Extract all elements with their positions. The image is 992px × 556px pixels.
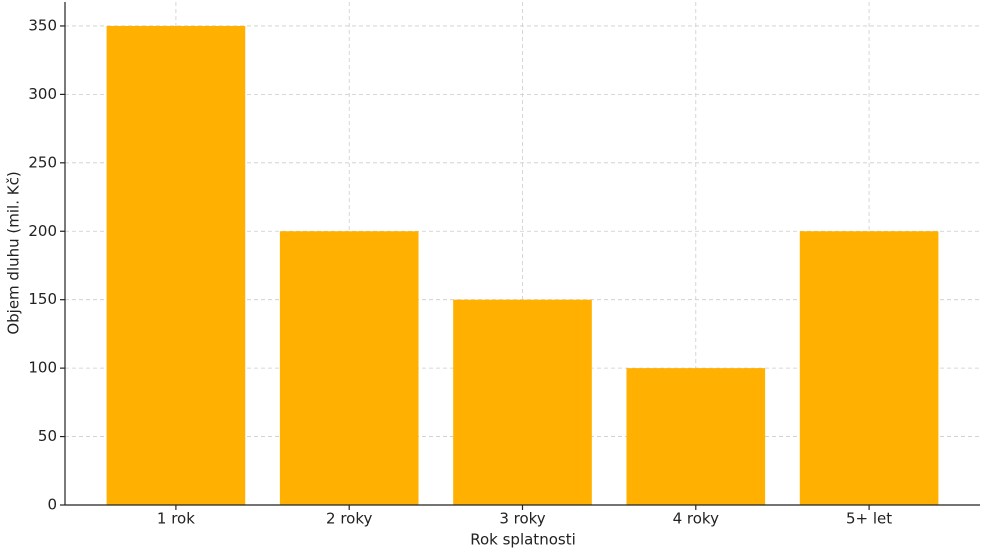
y-tick-label: 50 [38, 427, 57, 445]
bar [626, 368, 766, 505]
bar [799, 231, 939, 506]
y-tick-label: 200 [28, 222, 57, 240]
x-tick-label: 5+ let [846, 510, 892, 528]
y-tick-label: 100 [28, 359, 57, 377]
x-tick-label: 4 roky [673, 510, 719, 528]
y-tick-label: 150 [28, 290, 57, 308]
x-tick-label: 2 roky [326, 510, 372, 528]
bar [279, 231, 419, 506]
x-axis-label: Rok splatnosti [470, 531, 576, 549]
y-tick-label: 300 [28, 85, 57, 103]
y-tick-label: 250 [28, 153, 57, 171]
y-tick-label: 350 [28, 16, 57, 34]
y-tick-label: 0 [47, 496, 57, 514]
bar [106, 25, 246, 505]
x-tick-label: 3 roky [499, 510, 545, 528]
bar [453, 299, 592, 505]
y-axis-label: Objem dluhu (mil. Kč) [5, 171, 23, 334]
x-tick-label: 1 rok [157, 510, 195, 528]
